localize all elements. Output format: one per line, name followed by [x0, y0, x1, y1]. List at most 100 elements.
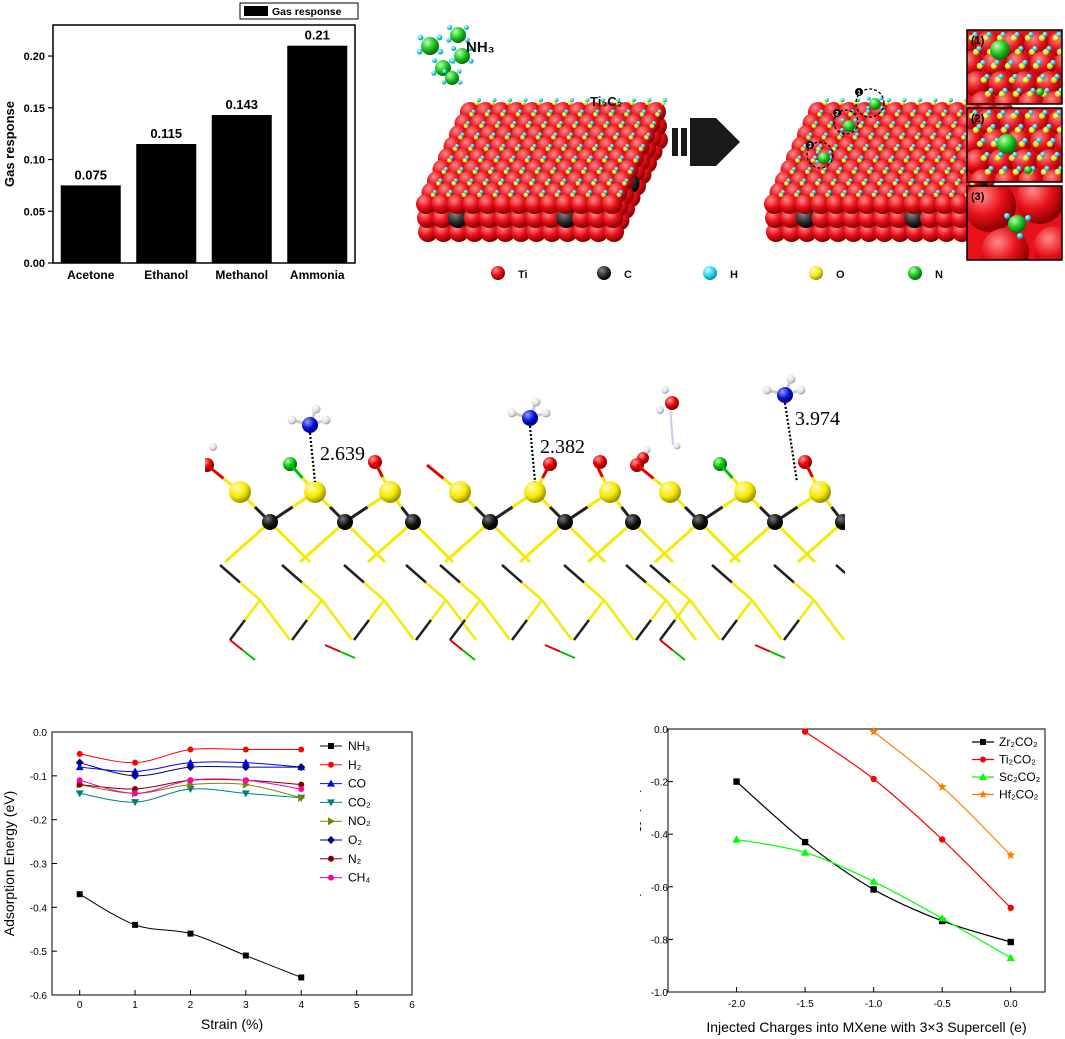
- bar-y-tick-label: 0.15: [24, 103, 45, 115]
- legend-atom-label: H: [730, 269, 738, 281]
- legend-marker: [328, 855, 334, 862]
- strain-x-axis-label: Strain (%): [201, 1016, 263, 1032]
- legend-label: O₂: [348, 833, 362, 847]
- site-number-label: 3: [808, 144, 812, 150]
- series-Hf₂CO₂: [869, 726, 1016, 859]
- data-point: [1007, 938, 1014, 946]
- data-point: [801, 728, 809, 735]
- legend-marker: [328, 817, 335, 826]
- data-point: [242, 746, 249, 753]
- legend-marker: [328, 761, 334, 768]
- data-point: [241, 763, 250, 772]
- data-point: [241, 790, 250, 798]
- data-point: [186, 758, 195, 766]
- site-number-badge: [855, 88, 863, 96]
- strain-x-tick-label: 6: [409, 1000, 415, 1011]
- bar-category-label: Ethanol: [144, 268, 188, 282]
- strain-y-tick-label: -0.3: [30, 860, 48, 871]
- legend-label: CO₂: [348, 795, 371, 809]
- legend-marker: [978, 790, 988, 799]
- data-point: [1007, 904, 1014, 912]
- inset-frame: [966, 185, 1063, 261]
- data-point: [297, 763, 306, 772]
- bar-value-label: 0.075: [74, 167, 107, 182]
- bar-methanol: [211, 115, 272, 263]
- charge-y-axis-label: Adsorption Energy (eV): [640, 788, 641, 934]
- data-point: [132, 759, 139, 766]
- bar-value-label: 0.115: [150, 126, 182, 141]
- adsorption-site-marker: [855, 88, 885, 118]
- charge-y-tick-label: -0.2: [651, 778, 669, 789]
- data-point: [131, 771, 140, 780]
- legend-marker: [980, 739, 986, 745]
- data-point: [131, 799, 140, 807]
- legend-atom-n-icon: [908, 266, 922, 280]
- series-NH₃: [76, 891, 305, 981]
- distance-line: [528, 425, 537, 483]
- strain-x-tick-label: 2: [188, 1000, 194, 1011]
- data-point: [242, 777, 249, 784]
- data-point: [869, 877, 878, 885]
- data-point: [800, 848, 810, 856]
- bar-ammonia: [287, 45, 348, 264]
- strain-x-tick-label: 0: [77, 1000, 83, 1011]
- series-Sc₂CO₂: [732, 835, 1015, 962]
- legend-label: CH₄: [348, 871, 370, 885]
- legend-atom-h-icon: [703, 266, 717, 280]
- data-point: [298, 781, 305, 788]
- data-point: [132, 921, 139, 928]
- strain-y-tick-label: -0.2: [30, 816, 48, 827]
- charge-x-tick-label: -1.5: [796, 999, 814, 1010]
- data-point: [132, 790, 139, 797]
- structure-1: 2.639: [205, 404, 477, 661]
- data-point: [937, 782, 947, 791]
- charge-x-tick-label: -0.5: [934, 999, 952, 1010]
- nh3-label: NH₃: [466, 39, 495, 56]
- charge-y-tick-label: -1.0: [651, 988, 669, 999]
- charge-y-tick-label: -0.8: [651, 935, 669, 946]
- atom-legend: Ti C H O N: [491, 266, 943, 281]
- bar-y-axis-label: Gas response: [2, 101, 17, 187]
- charge-x-tick-label: 0.0: [1004, 999, 1018, 1010]
- series-Zr₂CO₂: [733, 778, 1014, 946]
- legend-marker: [328, 743, 334, 749]
- data-point: [242, 952, 249, 959]
- zoom-inset-3: (3): [966, 185, 1063, 261]
- adsorption-structures: 2.639 2.382 3.974: [205, 374, 845, 661]
- legend-label: CO: [348, 777, 366, 791]
- data-point: [76, 750, 83, 757]
- distance-line: [308, 432, 317, 483]
- bar-category-label: Methanol: [215, 268, 268, 282]
- data-point: [298, 793, 306, 802]
- legend-atom-label: O: [836, 269, 845, 281]
- series-line: [736, 781, 1011, 943]
- data-point: [241, 758, 250, 766]
- data-point: [298, 974, 305, 981]
- legend-atom-ti-icon: [491, 266, 505, 280]
- site-number-label: 2: [835, 112, 839, 118]
- charge-x-axis-label: Injected Charges into MXene with 3×3 Sup…: [706, 1019, 1026, 1035]
- bar-plot-frame: [52, 24, 356, 264]
- inset-label: (1): [971, 35, 985, 47]
- charge-y-tick-label: -0.6: [651, 883, 669, 894]
- legend-label: NH₃: [348, 739, 370, 753]
- legend-marker: [327, 836, 335, 844]
- data-point: [1006, 850, 1016, 859]
- data-point: [938, 836, 946, 843]
- strain-x-tick-label: 5: [354, 1000, 360, 1011]
- bar-category-label: Acetone: [67, 268, 115, 282]
- ti3c2-slab-pristine: [416, 98, 668, 242]
- charge-plot-frame: [667, 728, 1046, 993]
- data-point: [870, 775, 877, 783]
- legend-marker: [327, 799, 335, 807]
- legend-atom-label: N: [935, 269, 943, 281]
- bar-y-tick-label: 0.20: [24, 51, 45, 63]
- data-point: [801, 838, 809, 846]
- series-line: [804, 731, 1012, 909]
- legend-label: Hf₂CO₂: [999, 788, 1039, 802]
- nh3-molecules: [416, 24, 474, 85]
- data-point: [937, 914, 947, 922]
- data-point: [76, 777, 83, 784]
- legend-label: N₂: [348, 852, 362, 866]
- legend-marker: [980, 756, 986, 763]
